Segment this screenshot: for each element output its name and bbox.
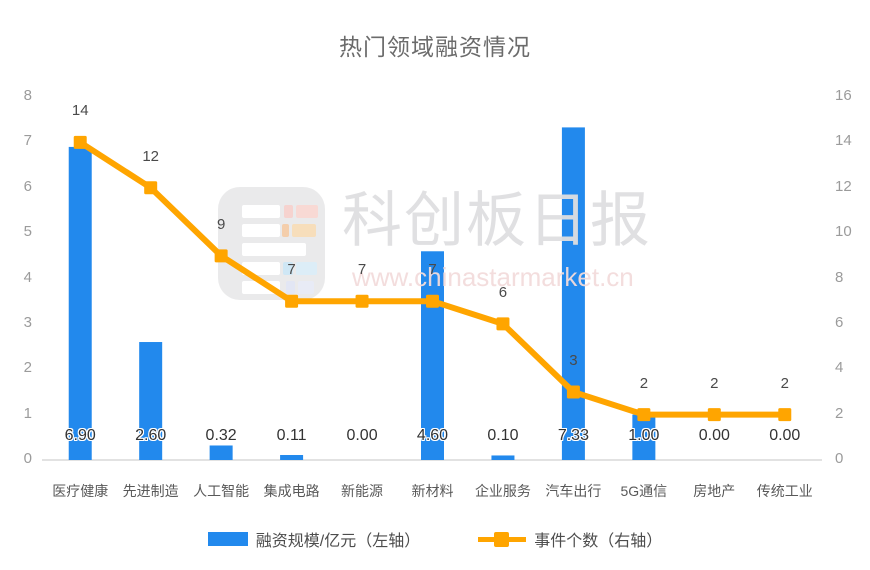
logo-row (242, 224, 316, 237)
line-marker (285, 294, 299, 308)
line-marker (637, 408, 651, 422)
bar-series-swatch (207, 532, 248, 546)
logo-row (242, 205, 318, 218)
bar (561, 127, 585, 461)
bar (139, 342, 163, 460)
line-marker (144, 181, 158, 195)
bar (280, 455, 304, 460)
bar (68, 146, 92, 460)
line-series-swatch (478, 531, 527, 547)
bar (209, 445, 233, 460)
bar (491, 455, 515, 460)
chart-title: 热门领域融资情况 (339, 34, 531, 60)
legend-item-line[interactable]: 事件个数（右轴） (478, 527, 662, 551)
logo-row (242, 262, 317, 275)
line-marker (73, 135, 87, 149)
legend: 融资规模/亿元（左轴） 事件个数（右轴） (0, 527, 870, 551)
watermark-url-text: www.chinastarmarket.cn (352, 262, 634, 292)
logo-row (242, 243, 312, 256)
line-marker (355, 294, 369, 308)
line-marker (214, 249, 228, 263)
watermark-logo (218, 187, 325, 300)
legend-bar-label: 融资规模/亿元（左轴） (255, 533, 421, 550)
watermark-brand-text: 科创板日报 (342, 187, 652, 254)
line-marker (496, 317, 510, 331)
legend-line-label: 事件个数（右轴） (534, 533, 663, 550)
bar (632, 414, 656, 460)
line-marker (707, 408, 721, 422)
line-marker (426, 294, 439, 308)
legend-item-bar[interactable]: 融资规模/亿元（左轴） (207, 527, 421, 551)
line-marker (778, 408, 792, 422)
line-marker (566, 385, 580, 399)
